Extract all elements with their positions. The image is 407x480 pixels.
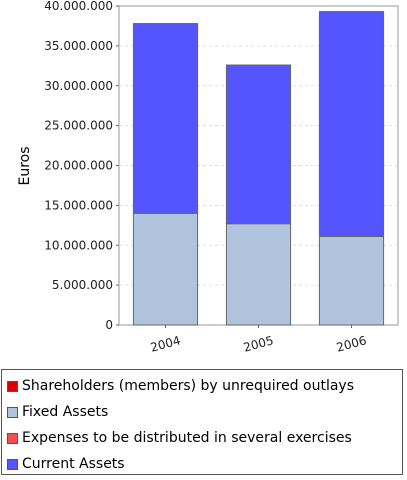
bar-2004-series-3[interactable] — [132, 23, 199, 214]
legend-label: Current Assets — [22, 456, 125, 472]
legend-label: Shareholders (members) by unrequired out… — [22, 378, 354, 394]
bar-2005-series-1[interactable] — [225, 223, 292, 326]
legend: Shareholders (members) by unrequired out… — [1, 369, 403, 475]
bars — [132, 11, 385, 326]
bar-2005-series-3[interactable] — [225, 64, 292, 225]
bar-2006-series-1[interactable] — [318, 235, 385, 326]
y-tick-label: 15.000.000 — [44, 198, 113, 212]
x-axis-ticks: 2004 2005 2006 — [149, 325, 368, 355]
y-tick-label: 10.000.000 — [44, 238, 113, 252]
legend-swatch — [7, 458, 18, 470]
bar-2006-series-3[interactable] — [318, 11, 385, 237]
bar-2004-series-1[interactable] — [132, 212, 199, 326]
y-tick-label: 30.000.000 — [44, 79, 113, 93]
legend-item: Current Assets — [7, 451, 402, 477]
x-tick-label: 2004 — [149, 333, 182, 354]
legend-item: Expenses to be distributed in several ex… — [7, 425, 402, 451]
y-tick-label: 0 — [105, 318, 113, 332]
legend-swatch — [7, 380, 18, 392]
stacked-bar-chart: 0 5.000.000 10.000.000 15.000.000 20.000.000… — [17, 0, 399, 355]
x-tick-label: 2006 — [335, 333, 368, 354]
y-tick-label: 25.000.000 — [44, 119, 113, 133]
legend-swatch — [7, 432, 18, 444]
y-tick-label: 35.000.000 — [44, 39, 113, 53]
legend-item: Shareholders (members) by unrequired out… — [7, 373, 402, 399]
y-tick-label: 20.000.000 — [44, 159, 113, 173]
y-tick-label: 5.000.000 — [52, 278, 113, 292]
legend-item: Fixed Assets — [7, 399, 402, 425]
x-tick-label: 2005 — [242, 333, 275, 354]
y-axis-title: Euros — [17, 146, 33, 185]
legend-swatch — [7, 406, 18, 418]
y-tick-label: 40.000.000 — [44, 0, 113, 13]
legend-label: Fixed Assets — [22, 404, 109, 420]
legend-label: Expenses to be distributed in several ex… — [22, 430, 352, 446]
y-axis-ticks: 0 5.000.000 10.000.000 15.000.000 20.000.000… — [44, 0, 119, 332]
